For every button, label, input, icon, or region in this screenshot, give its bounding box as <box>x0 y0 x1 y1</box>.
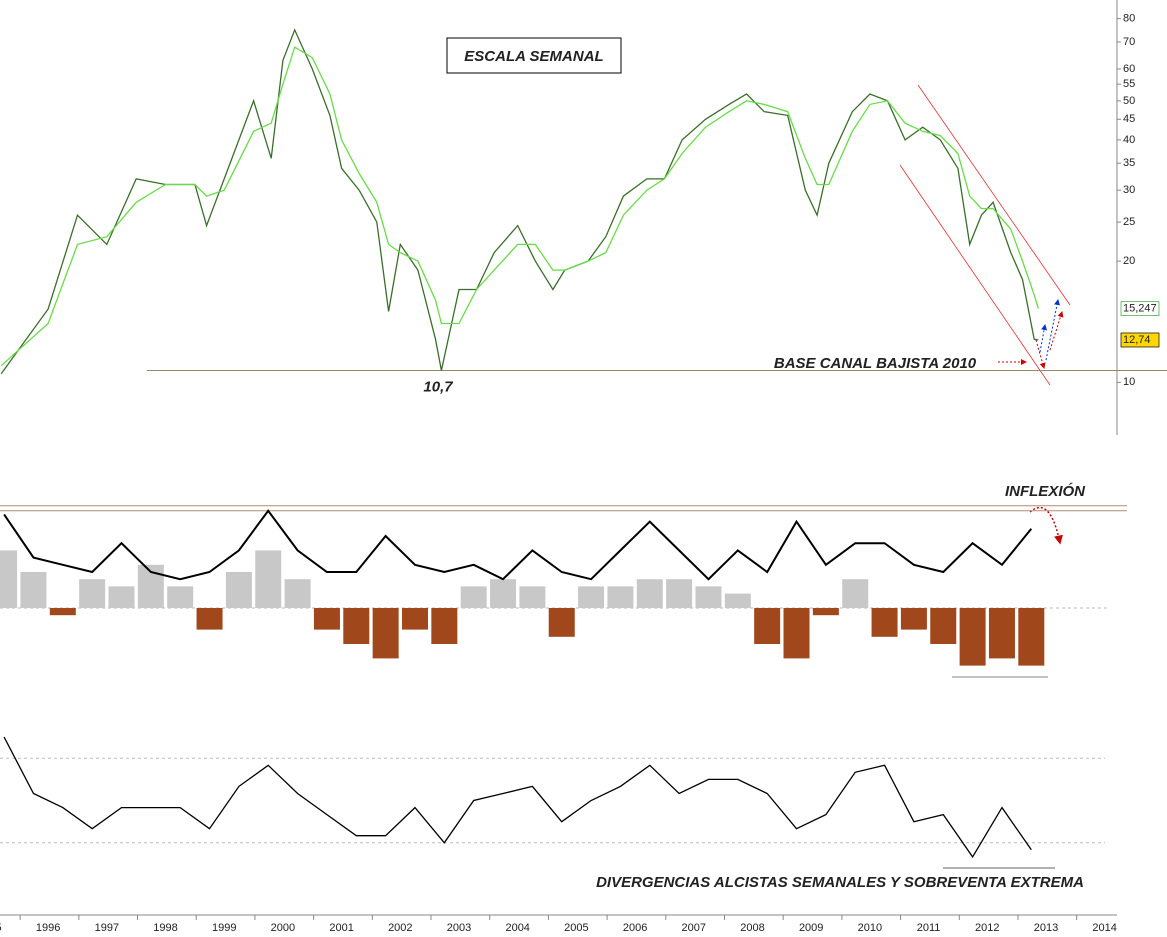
bar <box>79 579 106 608</box>
bar <box>519 586 546 608</box>
bar <box>1018 608 1045 666</box>
x-tick-label: 2006 <box>623 922 647 934</box>
bar <box>20 572 47 608</box>
y-tick-label: 25 <box>1123 216 1135 228</box>
x-tick-label: 2001 <box>329 922 353 934</box>
y-tick-label: 40 <box>1123 134 1135 146</box>
x-tick-label: 2008 <box>740 922 764 934</box>
bar <box>666 579 693 608</box>
bar <box>196 608 223 630</box>
y-tick-label: 55 <box>1123 78 1135 90</box>
arrow <box>1029 506 1063 545</box>
series-line <box>0 46 1039 367</box>
x-tick-label: 2014 <box>1092 922 1116 934</box>
y-tick-label: 45 <box>1123 113 1135 125</box>
x-tick-label: 2002 <box>388 922 412 934</box>
bar <box>167 586 194 608</box>
x-tick-label: 1995 <box>0 922 2 934</box>
y-tick-label: 10 <box>1123 376 1135 388</box>
arrow <box>1035 339 1046 369</box>
price-tag-label: 15,247 <box>1123 302 1157 314</box>
title-box <box>446 37 622 74</box>
x-tick-label: 2000 <box>271 922 295 934</box>
x-tick-label: 2013 <box>1034 922 1058 934</box>
bar <box>431 608 458 644</box>
bar <box>842 579 869 608</box>
bar <box>900 608 927 630</box>
y-tick-label: 30 <box>1123 184 1135 196</box>
bar <box>930 608 957 644</box>
price-tag-label: 12,74 <box>1123 334 1151 346</box>
annotation: BASE CANAL BAJISTA 2010 <box>774 355 977 372</box>
bar <box>108 586 135 608</box>
bar <box>783 608 810 659</box>
y-tick-label: 80 <box>1123 13 1135 25</box>
bar <box>372 608 399 659</box>
bar <box>225 572 252 608</box>
bar <box>812 608 839 616</box>
x-tick-label: 2007 <box>682 922 706 934</box>
bar <box>607 586 634 608</box>
x-tick-label: 2009 <box>799 922 823 934</box>
x-tick-label: 1998 <box>153 922 177 934</box>
x-tick-label: 1996 <box>36 922 60 934</box>
chart-title: ESCALA SEMANAL <box>464 48 603 65</box>
bar <box>636 579 663 608</box>
bar <box>401 608 428 630</box>
series-line <box>3 736 1032 859</box>
bar <box>490 579 517 608</box>
bar <box>49 608 76 616</box>
bar <box>0 550 18 608</box>
bar <box>460 586 487 608</box>
bar <box>255 550 282 608</box>
series-line <box>0 28 1039 375</box>
reference-label: 10,7 <box>423 378 453 395</box>
bar <box>959 608 986 666</box>
x-tick-label: 1999 <box>212 922 236 934</box>
channel-line <box>899 164 1051 386</box>
bar <box>284 579 311 608</box>
y-tick-label: 50 <box>1123 95 1135 107</box>
y-tick-label: 35 <box>1123 157 1135 169</box>
x-tick-label: 2011 <box>917 922 941 934</box>
annotation: DIVERGENCIAS ALCISTAS SEMANALES Y SOBREV… <box>596 874 1084 891</box>
bar <box>313 608 340 630</box>
bar <box>871 608 898 637</box>
arrow <box>1039 324 1048 353</box>
channel-line <box>917 84 1071 306</box>
bar <box>548 608 575 637</box>
bar <box>578 586 605 608</box>
y-tick-label: 60 <box>1123 63 1135 75</box>
y-tick-label: 20 <box>1123 255 1135 267</box>
x-tick-label: 2012 <box>975 922 999 934</box>
y-tick-label: 70 <box>1123 36 1135 48</box>
annotation: INFLEXIÓN <box>1005 482 1086 500</box>
bar <box>695 586 722 608</box>
price-tag <box>1120 332 1160 348</box>
x-tick-label: 2005 <box>564 922 588 934</box>
x-tick-label: 1997 <box>95 922 119 934</box>
x-tick-label: 2003 <box>447 922 471 934</box>
x-tick-label: 2010 <box>858 922 882 934</box>
bar <box>343 608 370 644</box>
bar <box>754 608 781 644</box>
arrow <box>1049 311 1064 351</box>
price-tag <box>1120 301 1160 316</box>
series-line <box>3 509 1033 581</box>
bar <box>988 608 1015 659</box>
x-tick-label: 2004 <box>505 922 529 934</box>
bar <box>724 593 751 608</box>
